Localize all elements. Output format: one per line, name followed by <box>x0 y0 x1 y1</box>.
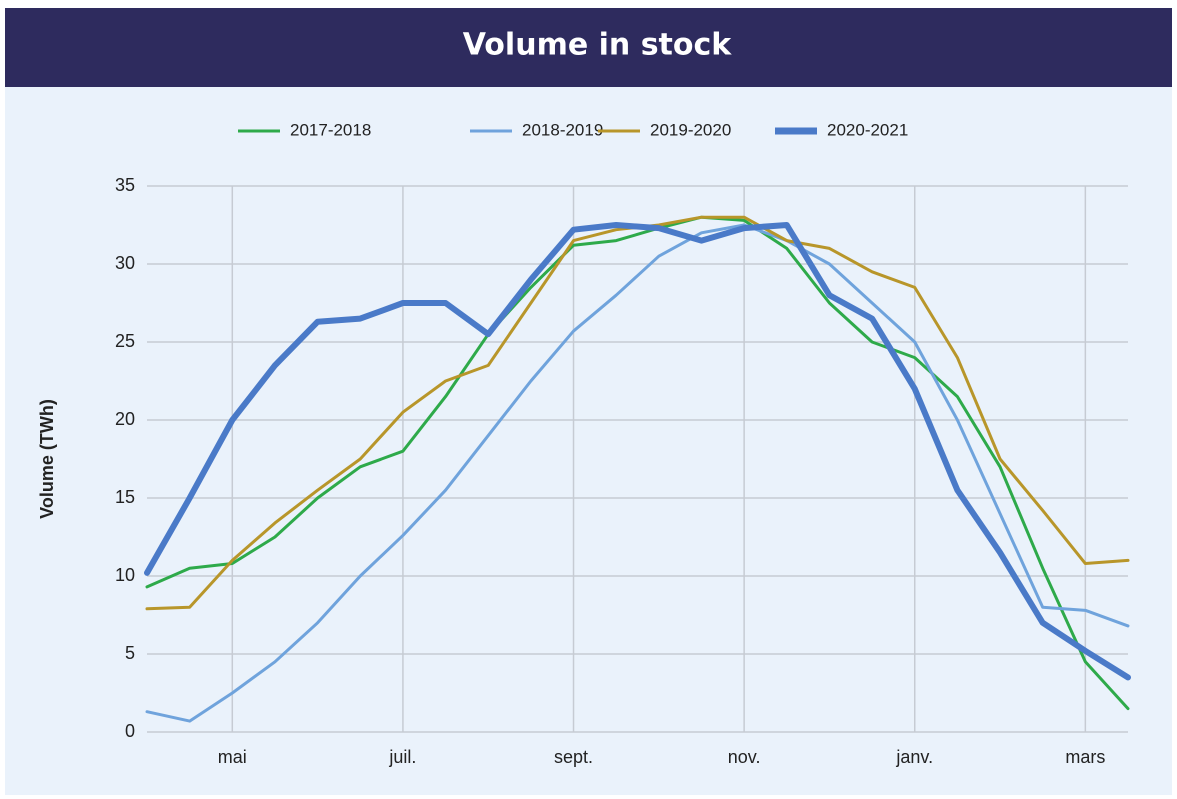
y-tick-label: 20 <box>115 409 135 429</box>
chart-title: Volume in stock <box>463 28 733 63</box>
y-tick-label: 0 <box>125 721 135 741</box>
x-tick-label: mars <box>1065 747 1105 767</box>
legend-label: 2020-2021 <box>827 120 908 139</box>
series-line <box>145 223 1130 723</box>
header <box>5 8 1172 87</box>
x-tick-label: sept. <box>554 747 593 767</box>
y-tick-label: 30 <box>115 253 135 273</box>
series-line <box>145 215 1130 711</box>
x-tick-label: janv. <box>895 747 933 767</box>
x-tick-label: nov. <box>728 747 761 767</box>
legend-label: 2018-2019 <box>522 120 603 139</box>
y-axis-label: Volume (TWh) <box>37 399 57 519</box>
plot-background <box>5 87 1172 795</box>
y-tick-label: 10 <box>115 565 135 585</box>
y-tick-label: 25 <box>115 331 135 351</box>
x-tick-label: juil. <box>388 747 416 767</box>
y-tick-label: 35 <box>115 175 135 195</box>
x-tick-label: mai <box>218 747 247 767</box>
y-tick-label: 15 <box>115 487 135 507</box>
y-tick-label: 5 <box>125 643 135 663</box>
legend-label: 2019-2020 <box>650 120 731 139</box>
legend-label: 2017-2018 <box>290 120 371 139</box>
series-line <box>144 222 1131 681</box>
